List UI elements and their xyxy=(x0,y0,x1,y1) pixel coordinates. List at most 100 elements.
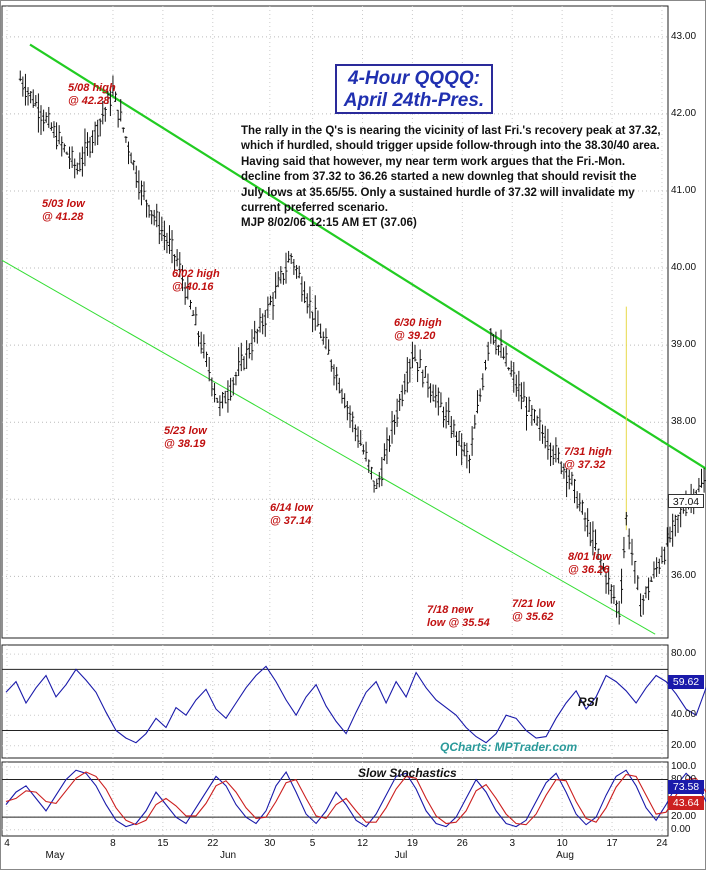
y-tick-label: 41.00 xyxy=(671,184,697,196)
price-bar xyxy=(699,468,703,488)
price-bar xyxy=(562,463,566,479)
price-bar xyxy=(442,406,446,428)
price-bar xyxy=(434,384,438,408)
price-bar xyxy=(630,538,634,566)
price-bar xyxy=(178,252,182,278)
price-bar xyxy=(332,364,336,386)
pivot-annotation: 6/30 high @ 39.20 xyxy=(394,317,442,342)
price-bar xyxy=(313,295,317,331)
x-tick-label: 12 xyxy=(356,838,369,849)
price-bar xyxy=(175,249,179,267)
price-bar xyxy=(533,409,537,424)
price-bar xyxy=(229,377,233,401)
price-bar xyxy=(170,230,174,264)
stoch-k-value-tag: 73.58 xyxy=(668,780,704,794)
price-bar xyxy=(470,426,474,456)
price-bar xyxy=(274,272,278,299)
price-bars xyxy=(18,70,706,625)
price-bar xyxy=(180,265,184,292)
x-tick-label: 26 xyxy=(456,838,468,849)
price-bar xyxy=(565,468,569,498)
x-tick-label: 10 xyxy=(556,838,568,849)
price-bar xyxy=(601,562,605,572)
series-line-d xyxy=(5,771,706,826)
price-bar xyxy=(697,477,701,493)
price-bar xyxy=(57,125,61,145)
price-bar xyxy=(23,73,27,106)
lower-channel-line xyxy=(1,259,656,635)
price-bar xyxy=(250,329,254,361)
price-bar xyxy=(119,99,123,122)
price-bar xyxy=(68,146,72,169)
price-bar xyxy=(624,511,628,526)
x-tick-label: 8 xyxy=(110,838,116,849)
price-bar xyxy=(530,404,534,426)
price-bar xyxy=(421,369,425,388)
chart-title-line2: April 24th-Pres. xyxy=(343,90,485,111)
price-bar xyxy=(292,259,296,275)
price-bar xyxy=(132,160,136,171)
price-bar xyxy=(47,106,51,128)
x-month-label: Jun xyxy=(219,850,237,861)
price-bar xyxy=(101,100,105,125)
price-bar xyxy=(439,392,443,408)
price-bar xyxy=(551,445,555,465)
stochastics-panel xyxy=(2,766,706,831)
price-bar xyxy=(486,341,490,361)
commentary-text: The rally in the Q's is nearing the vici… xyxy=(241,125,661,215)
chart-credit: QCharts: MPTrader.com xyxy=(440,740,578,754)
commentary-signature: MJP 8/02/06 12:15 AM ET (37.06) xyxy=(241,217,417,230)
price-bar xyxy=(535,415,539,426)
stochastics-label: Slow Stochastics xyxy=(358,766,457,780)
price-bar xyxy=(31,89,35,108)
pivot-annotation: 5/08 high @ 42.28 xyxy=(68,82,116,107)
price-bar xyxy=(108,86,112,117)
price-bar xyxy=(444,402,448,429)
price-bar xyxy=(218,395,222,417)
price-bar xyxy=(504,345,508,367)
price-bar xyxy=(83,128,87,167)
price-bar xyxy=(554,437,558,463)
price-bar xyxy=(324,328,328,350)
price-bar xyxy=(502,347,506,360)
price-bar xyxy=(588,521,592,547)
price-bar xyxy=(215,397,219,403)
price-bar xyxy=(615,600,619,618)
price-bar xyxy=(359,430,363,446)
price-bar xyxy=(390,410,394,444)
price-bar xyxy=(245,340,249,369)
price-bar xyxy=(377,471,381,488)
price-bar xyxy=(473,414,477,429)
price-bar xyxy=(231,377,235,396)
price-bar xyxy=(268,295,272,306)
price-bar xyxy=(489,328,493,344)
price-bar xyxy=(261,313,265,335)
price-bar xyxy=(543,425,547,449)
price-bar xyxy=(663,546,667,565)
price-bar xyxy=(340,388,344,404)
price-bar xyxy=(234,371,238,386)
price-bar xyxy=(266,296,270,319)
price-bar xyxy=(145,199,149,218)
price-bar xyxy=(34,94,38,107)
price-bar xyxy=(36,93,40,133)
price-bar xyxy=(55,122,59,150)
price-bar xyxy=(85,132,89,156)
price-bar xyxy=(622,536,626,559)
price-bar xyxy=(80,146,84,177)
price-bar xyxy=(398,394,402,411)
price-bar xyxy=(173,254,177,272)
main-panel-frame xyxy=(1,5,669,639)
price-bar xyxy=(649,576,653,582)
price-bar xyxy=(580,500,584,515)
rsi-label: RSI xyxy=(578,695,599,709)
price-bar xyxy=(617,600,621,625)
pivot-annotation: 6/02 high @ 40.16 xyxy=(172,268,220,293)
x-tick-label: 24 xyxy=(656,838,668,849)
price-bar xyxy=(300,276,304,302)
price-bar xyxy=(223,390,227,404)
x-month-label: Jul xyxy=(394,850,408,861)
price-bar xyxy=(447,397,451,426)
price-bar xyxy=(478,388,482,402)
price-bar xyxy=(152,209,156,226)
